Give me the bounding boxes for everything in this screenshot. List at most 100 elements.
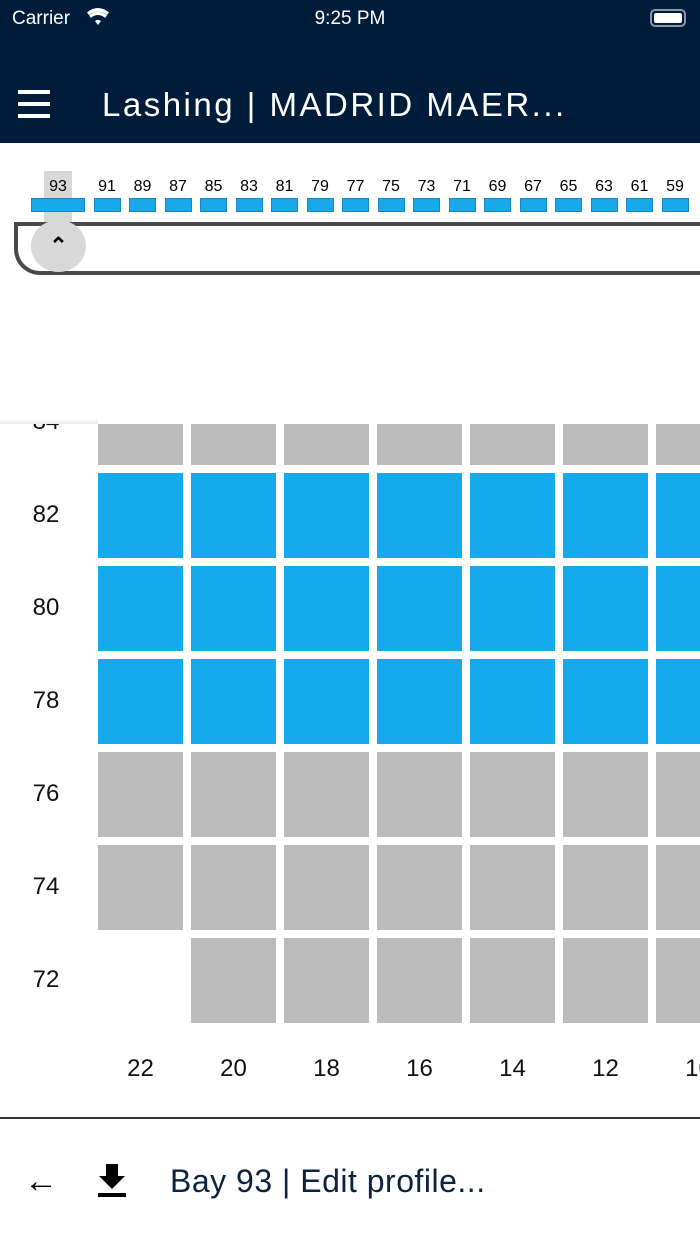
bay-box[interactable] bbox=[626, 198, 653, 212]
bay-label[interactable]: 87 bbox=[169, 178, 187, 195]
slot-cell[interactable] bbox=[377, 659, 462, 744]
bay-label[interactable]: 63 bbox=[595, 178, 613, 195]
slot-cell[interactable] bbox=[656, 424, 700, 465]
slot-cell[interactable] bbox=[656, 752, 700, 837]
bay-box[interactable] bbox=[306, 198, 334, 212]
slot-cell[interactable] bbox=[470, 845, 555, 930]
bay-box[interactable] bbox=[164, 198, 192, 212]
hamburger-icon[interactable] bbox=[18, 90, 50, 120]
slot-cell[interactable] bbox=[563, 659, 648, 744]
bay-label[interactable]: 69 bbox=[488, 178, 507, 195]
selected-bay-highlight bbox=[44, 171, 72, 223]
slot-cell[interactable] bbox=[656, 659, 700, 744]
bay-label[interactable]: 89 bbox=[133, 178, 152, 195]
slot-cell[interactable] bbox=[191, 938, 276, 1023]
back-button[interactable]: ← bbox=[24, 1162, 58, 1201]
slot-cell[interactable] bbox=[284, 424, 369, 465]
slot-cell[interactable] bbox=[377, 566, 462, 651]
slot-cell[interactable] bbox=[98, 659, 183, 744]
bay-label[interactable]: 61 bbox=[630, 178, 649, 195]
bay-label[interactable]: 79 bbox=[311, 178, 329, 195]
bay-label[interactable]: 81 bbox=[275, 178, 294, 195]
slot-cell[interactable] bbox=[563, 424, 648, 465]
bay-box[interactable] bbox=[342, 198, 369, 212]
slot-cell[interactable] bbox=[563, 845, 648, 930]
column-label: 16 bbox=[406, 1055, 433, 1082]
bay-box[interactable] bbox=[448, 198, 476, 212]
slot-cell[interactable] bbox=[191, 845, 276, 930]
bay-box[interactable] bbox=[590, 198, 618, 212]
slot-cell[interactable] bbox=[284, 566, 369, 651]
slot-cell[interactable] bbox=[470, 938, 555, 1023]
bay-box[interactable] bbox=[377, 198, 405, 212]
slot-cell[interactable] bbox=[470, 566, 555, 651]
footer-divider bbox=[0, 1117, 700, 1119]
arrow-left-icon: ← bbox=[24, 1162, 58, 1200]
row-label: 80 bbox=[32, 594, 60, 621]
bay-label[interactable]: 65 bbox=[559, 178, 578, 195]
slot-cell[interactable] bbox=[656, 473, 700, 558]
slot-cell[interactable] bbox=[98, 845, 183, 930]
slot-cell[interactable] bbox=[470, 659, 555, 744]
slot-cell[interactable] bbox=[284, 845, 369, 930]
slot-cell[interactable] bbox=[284, 473, 369, 558]
slot-cell[interactable] bbox=[191, 566, 276, 651]
bay-label[interactable]: 83 bbox=[240, 178, 258, 195]
slot-cell[interactable] bbox=[563, 938, 648, 1023]
bay-box[interactable] bbox=[271, 198, 298, 212]
slot-cell[interactable] bbox=[563, 473, 648, 558]
slot-cell[interactable] bbox=[284, 752, 369, 837]
slot-cell[interactable] bbox=[191, 473, 276, 558]
slot-cell[interactable] bbox=[470, 424, 555, 465]
carrier-label: Carrier bbox=[12, 8, 71, 29]
bay-box[interactable] bbox=[413, 198, 440, 212]
bay-label[interactable]: 93 bbox=[49, 178, 67, 195]
slot-cell[interactable] bbox=[98, 566, 183, 651]
slot-cell[interactable] bbox=[284, 938, 369, 1023]
bay-box[interactable] bbox=[519, 198, 547, 212]
row-label: 82 bbox=[32, 501, 60, 528]
collapse-button[interactable]: ⌃ bbox=[31, 220, 86, 272]
row-label: 78 bbox=[32, 687, 60, 714]
slot-cell[interactable] bbox=[470, 752, 555, 837]
download-icon[interactable] bbox=[96, 1164, 128, 1198]
bay-box[interactable] bbox=[235, 198, 263, 212]
bay-label[interactable]: 85 bbox=[204, 178, 223, 195]
bay-box[interactable] bbox=[31, 198, 85, 212]
slot-cell[interactable] bbox=[377, 938, 462, 1023]
slot-cell[interactable] bbox=[377, 473, 462, 558]
slot-cell[interactable] bbox=[377, 845, 462, 930]
bay-label[interactable]: 71 bbox=[453, 178, 471, 195]
slot-cell[interactable] bbox=[191, 752, 276, 837]
bay-label[interactable]: 91 bbox=[98, 178, 116, 195]
slot-cell[interactable] bbox=[377, 752, 462, 837]
column-label: 14 bbox=[499, 1055, 526, 1082]
slot-cell[interactable] bbox=[656, 845, 700, 930]
slot-cell[interactable] bbox=[470, 473, 555, 558]
slot-cell[interactable] bbox=[656, 566, 700, 651]
slot-cell[interactable] bbox=[191, 659, 276, 744]
slot-cell[interactable] bbox=[563, 566, 648, 651]
page-title: Lashing | MADRID MAER... bbox=[102, 86, 567, 123]
bay-label[interactable]: 59 bbox=[666, 178, 684, 195]
slot-cell[interactable] bbox=[656, 938, 700, 1023]
slot-cell[interactable] bbox=[284, 659, 369, 744]
bay-box[interactable] bbox=[555, 198, 582, 212]
slot-cell[interactable] bbox=[563, 752, 648, 837]
bay-label[interactable]: 73 bbox=[417, 178, 436, 195]
bay-label[interactable]: 75 bbox=[382, 178, 400, 195]
bay-label[interactable]: 77 bbox=[346, 178, 365, 195]
slot-cell[interactable] bbox=[377, 424, 462, 465]
slot-cell[interactable] bbox=[98, 752, 183, 837]
bay-box[interactable] bbox=[129, 198, 156, 212]
bay-box[interactable] bbox=[93, 198, 121, 212]
bay-box[interactable] bbox=[484, 198, 511, 212]
bay-box[interactable] bbox=[661, 198, 689, 212]
bay-profile-title[interactable]: Bay 93 | Edit profile... bbox=[170, 1163, 486, 1199]
wifi-icon bbox=[87, 8, 109, 25]
bay-label[interactable]: 67 bbox=[524, 178, 542, 195]
slot-cell[interactable] bbox=[191, 424, 276, 465]
slot-cell[interactable] bbox=[98, 424, 183, 465]
slot-cell[interactable] bbox=[98, 473, 183, 558]
bay-box[interactable] bbox=[200, 198, 227, 212]
